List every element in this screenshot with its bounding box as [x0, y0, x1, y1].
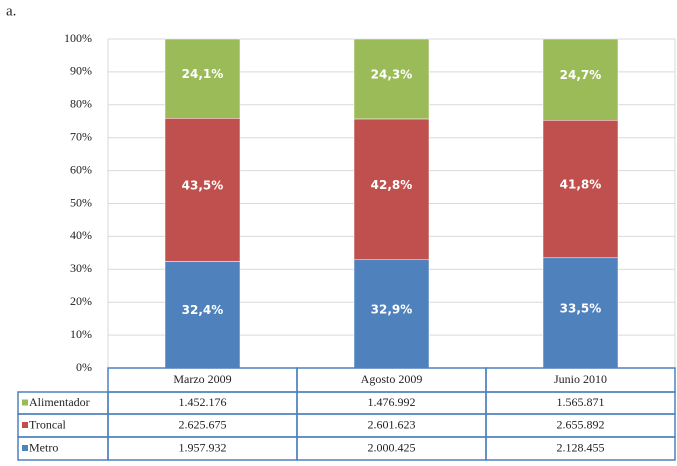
table-cell	[485, 436, 676, 461]
legend-swatch	[22, 399, 28, 406]
legend-label: Alimentador	[29, 395, 90, 409]
y-tick-label: 40%	[70, 228, 92, 242]
y-tick-label: 100%	[64, 31, 92, 45]
category-label: Agosto 2009	[361, 372, 423, 386]
bar-segment	[164, 261, 241, 369]
y-tick-label: 90%	[70, 64, 92, 78]
table-value: 2.128.455	[557, 440, 605, 454]
bar-segment	[353, 259, 430, 369]
value-label: 32,9%	[371, 302, 413, 316]
table-value: 2.655.892	[557, 417, 605, 431]
bar-segment	[164, 38, 241, 119]
y-tick-label: 30%	[70, 261, 92, 275]
value-label: 42,8%	[371, 178, 413, 192]
value-label: 43,5%	[182, 178, 224, 192]
y-tick-label: 10%	[70, 327, 92, 341]
value-label: 33,5%	[560, 301, 602, 315]
value-label: 24,3%	[371, 67, 413, 81]
table-value: 2.601.623	[368, 417, 416, 431]
value-label: 24,1%	[182, 67, 224, 81]
y-tick-label: 60%	[70, 162, 92, 176]
bar-segment	[164, 118, 241, 262]
y-tick-label: 50%	[70, 195, 92, 209]
table-value: 1.476.992	[368, 395, 416, 409]
y-tick-label: 20%	[70, 294, 92, 308]
value-label: 24,7%	[560, 68, 602, 82]
legend-swatch	[22, 422, 28, 428]
table-value: 1.957.932	[179, 440, 227, 454]
bar-segment	[353, 118, 430, 261]
y-tick-label: 0%	[76, 360, 92, 374]
panel-label: a.	[6, 3, 16, 19]
y-tick-label: 70%	[70, 129, 92, 143]
table-value: 1.452.176	[179, 395, 227, 409]
category-label: Junio 2010	[554, 372, 607, 386]
table-value: 1.565.871	[557, 395, 605, 409]
legend-label: Metro	[29, 440, 58, 454]
bar-segment	[542, 257, 619, 369]
bar-segment	[542, 38, 619, 121]
legend-label: Troncal	[29, 417, 67, 431]
bar-segment	[542, 120, 619, 259]
category-label: Marzo 2009	[173, 372, 231, 386]
table-value: 2.625.675	[179, 417, 227, 431]
y-tick-label: 80%	[70, 97, 92, 111]
value-label: 32,4%	[182, 303, 224, 317]
table-value: 2.000.425	[368, 440, 416, 454]
bar-segment	[353, 38, 430, 120]
legend-swatch	[22, 445, 28, 451]
value-label: 41,8%	[560, 178, 602, 192]
